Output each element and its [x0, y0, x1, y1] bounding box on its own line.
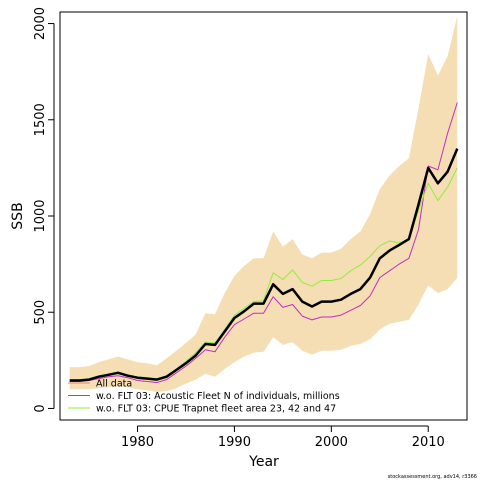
x-tick-label: 2000 [315, 435, 348, 450]
y-tick-label: 500 [33, 300, 48, 325]
legend-label: All data [96, 379, 132, 390]
series-line-all-data [69, 148, 459, 382]
x-axis: 1980 1990 2000 2010 [121, 425, 445, 450]
y-tick-label: 0 [33, 404, 48, 412]
y-tick-label: 2000 [33, 7, 48, 40]
source-note: stockassessment.org, adv14, r3366 [388, 474, 477, 480]
x-tick-label: 1980 [121, 435, 154, 450]
x-axis-label: Year [248, 454, 279, 470]
legend-label: w.o. FLT 03: Acoustic Fleet N of individ… [96, 391, 340, 402]
series-line-without-acoustic-fleet [69, 102, 458, 383]
confidence-band-layer [69, 15, 458, 393]
y-axis: 0 500 1000 1500 2000 [33, 7, 55, 413]
plot-frame [59, 11, 468, 421]
legend-label: w.o. FLT 03: CPUE Trapnet fleet area 23,… [96, 404, 336, 415]
y-tick-label: 1500 [33, 103, 48, 136]
confidence-band [69, 15, 458, 393]
series-layer [69, 102, 459, 383]
y-tick-label: 1000 [33, 199, 48, 232]
x-tick-label: 2010 [412, 435, 445, 450]
y-axis-label: SSB [10, 202, 26, 229]
x-tick-label: 1990 [218, 435, 251, 450]
